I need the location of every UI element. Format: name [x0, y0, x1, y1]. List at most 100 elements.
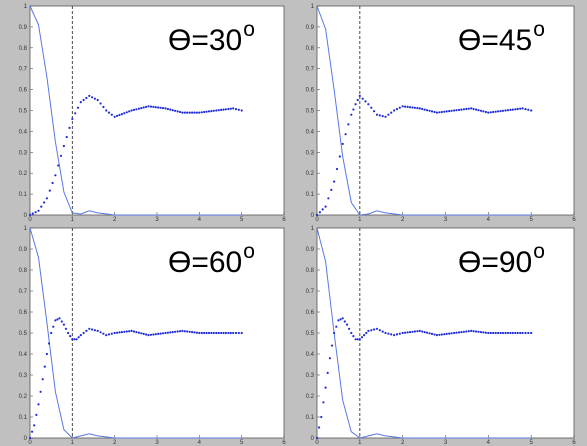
- series-point: [443, 110, 446, 113]
- series-point: [224, 331, 227, 335]
- series-point: [52, 325, 55, 328]
- series-point: [324, 386, 327, 389]
- series-point: [102, 105, 105, 109]
- series-point: [154, 333, 157, 336]
- series-point: [62, 144, 65, 148]
- series-point: [76, 106, 80, 109]
- series-point: [130, 109, 133, 112]
- series-point: [406, 105, 409, 108]
- x-tick-label: 6: [282, 217, 286, 223]
- y-tick-label: 0: [311, 213, 315, 219]
- series-point: [524, 108, 527, 111]
- series-point: [71, 338, 74, 341]
- y-tick-label: 0.9: [19, 247, 28, 253]
- series-point: [333, 180, 336, 183]
- series-point: [166, 107, 169, 111]
- series-point: [198, 331, 201, 335]
- y-tick-label: 0.9: [306, 25, 315, 31]
- series-point: [64, 327, 68, 330]
- series-point: [157, 332, 160, 335]
- series-point: [373, 110, 376, 113]
- series-point: [79, 101, 82, 104]
- series-point: [191, 331, 194, 334]
- series-point: [193, 111, 196, 114]
- series-point: [140, 332, 143, 335]
- series-point: [132, 330, 136, 333]
- series-point: [511, 108, 514, 111]
- y-tick-label: 1: [24, 4, 28, 10]
- series-point: [28, 213, 32, 217]
- series-point: [423, 108, 426, 111]
- series-point: [58, 317, 61, 320]
- series-point: [142, 332, 145, 335]
- subplot-theta-60: 0 0.1 0.2 0.3 0.4 0.5 0.6 0.7 0.8 0.9 1 0 1 2 3 4 5 6 ϴ=6…: [19, 226, 287, 446]
- series-point: [338, 155, 341, 158]
- series-point: [203, 110, 206, 114]
- series-point: [154, 106, 157, 109]
- series-point: [428, 109, 431, 112]
- series-point: [125, 111, 128, 114]
- series-point: [395, 333, 399, 336]
- series-point: [217, 109, 220, 112]
- series-point: [484, 110, 487, 114]
- series-point: [358, 94, 361, 97]
- series-point: [350, 331, 353, 335]
- series-point: [140, 107, 143, 110]
- series-point: [401, 105, 404, 108]
- series-point: [39, 390, 42, 393]
- series-point: [475, 330, 478, 333]
- series-point: [445, 110, 448, 113]
- series-point: [315, 436, 319, 440]
- series-point: [186, 111, 189, 114]
- series-point: [365, 331, 368, 335]
- series-point: [530, 331, 533, 335]
- y-tick-label: 0.3: [19, 150, 28, 156]
- series-point: [509, 331, 512, 335]
- series-point: [174, 330, 177, 333]
- x-tick-label: 0: [315, 440, 319, 446]
- series-point: [375, 327, 379, 330]
- y-tick-label: 0.8: [306, 46, 315, 52]
- series-point: [315, 213, 319, 217]
- y-tick-label: 0.5: [19, 331, 28, 337]
- subplot-theta-45: 0 0.1 0.2 0.3 0.4 0.5 0.6 0.7 0.8 0.9 1 0 1 2 3 4 5 6 ϴ=4…: [306, 4, 577, 223]
- series-point: [404, 105, 407, 108]
- series-point: [450, 109, 453, 112]
- x-tick-label: 3: [444, 217, 448, 223]
- series-point: [191, 111, 194, 114]
- series-line: [316, 5, 532, 216]
- series-point: [176, 330, 179, 333]
- series-point: [438, 333, 441, 336]
- y-tick-label: 0.1: [306, 415, 315, 421]
- series-point: [418, 107, 421, 110]
- series-point: [384, 115, 387, 118]
- series-point: [348, 327, 351, 330]
- series-point: [472, 330, 475, 333]
- series-point: [411, 106, 414, 109]
- series-point: [489, 331, 492, 335]
- series-point: [511, 331, 514, 335]
- series-point: [335, 167, 339, 171]
- series-point: [320, 415, 323, 419]
- series-point: [367, 103, 370, 106]
- angle-annotation: ϴ=60: [168, 246, 242, 279]
- series-point: [110, 113, 113, 116]
- series-point: [232, 107, 235, 110]
- series-point: [227, 107, 230, 111]
- series-point: [188, 330, 191, 333]
- series-point: [91, 96, 94, 99]
- series-point: [426, 331, 429, 334]
- y-tick-label: 0.2: [19, 171, 28, 177]
- series-point: [183, 330, 186, 333]
- series-point: [181, 111, 184, 114]
- series-point: [499, 331, 502, 335]
- series-point: [54, 319, 57, 322]
- series-point: [479, 331, 483, 334]
- series-point: [477, 109, 480, 112]
- series-line: [29, 5, 242, 216]
- series-point: [455, 109, 458, 112]
- series-point: [433, 333, 436, 336]
- x-tick-label: 5: [529, 217, 533, 223]
- series-point: [482, 110, 485, 113]
- series-point: [145, 333, 148, 336]
